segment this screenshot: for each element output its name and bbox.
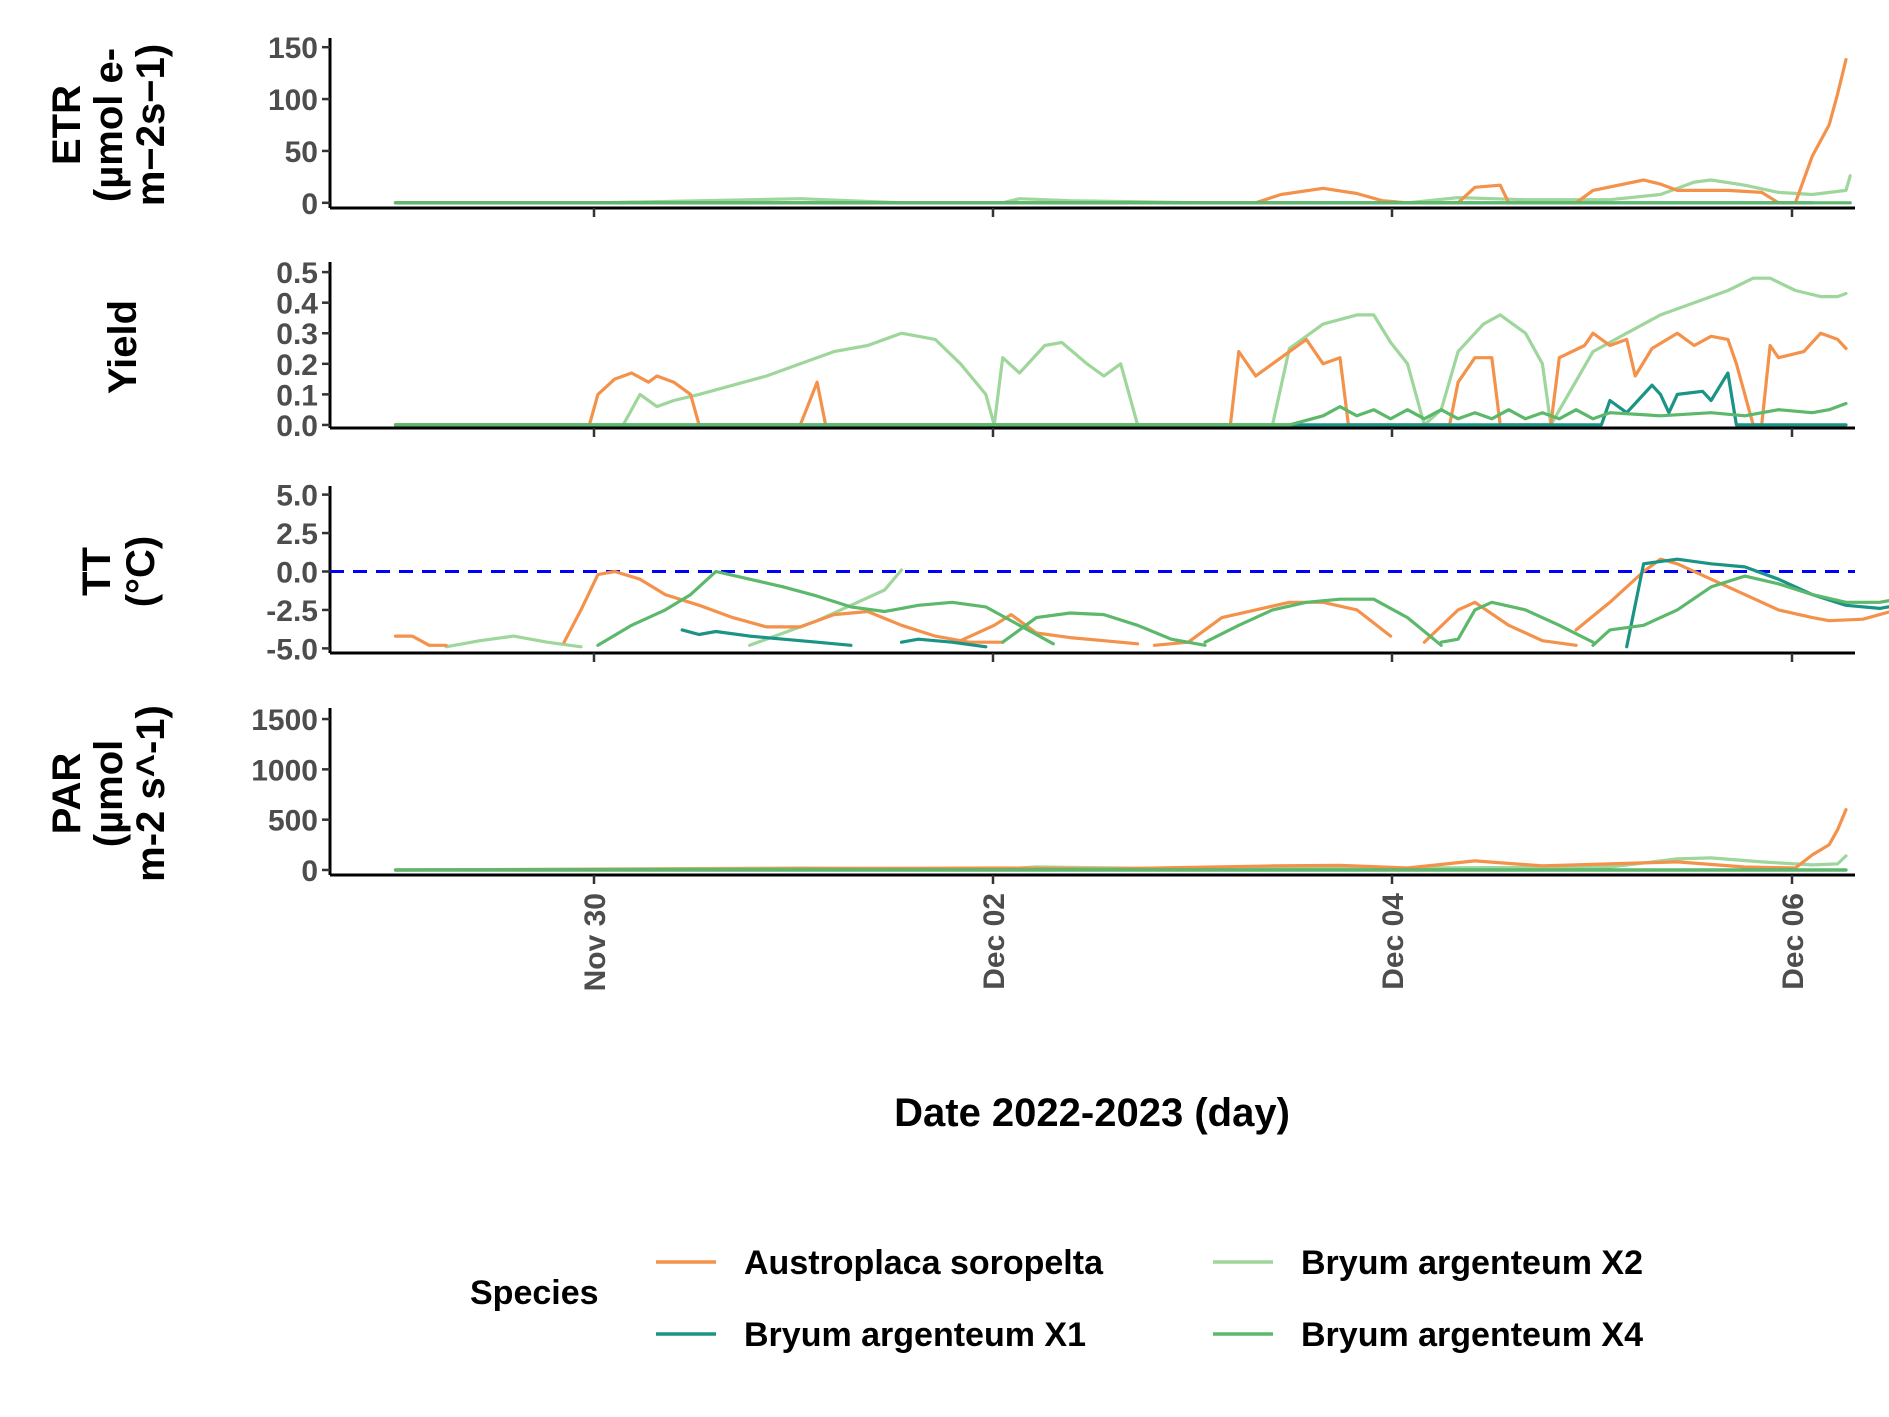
y-axis-title-line: (°C) (119, 536, 163, 608)
series-line-bryum-argenteum-x1 (899, 637, 988, 649)
x-tick-label: Dec 06 (1777, 893, 1810, 990)
series-line-austroplaca-soropelta (1422, 600, 1578, 647)
series-line-bryum-argenteum-x2 (393, 174, 1852, 205)
legend-title: Species (470, 1274, 599, 1312)
series-line-bryum-argenteum-x2 (621, 276, 1848, 427)
y-axis-title-line: (µmol e- (87, 48, 131, 202)
legend: Species Austroplaca soropelta Bryum argent… (470, 1244, 1643, 1354)
x-tick-label: Nov 30 (579, 893, 612, 991)
y-tick-label: 0.0 (276, 557, 318, 590)
x-tick-label: Dec 02 (978, 893, 1011, 990)
series-line-austroplaca-soropelta (393, 808, 1848, 872)
panel-etr: 150 100 50 0 ETR(µmol e-m−2s−1) (45, 32, 1855, 221)
y-axis-title-line: ETR (45, 85, 89, 165)
series-line-bryum-argenteum-x1 (393, 371, 1848, 427)
series-line-bryum-argenteum-x4 (1203, 597, 1443, 647)
panel-tt: 5.0 2.5 0.0 -2.5 -5.0 TT (°C) (75, 480, 1889, 666)
y-tick-label: 1500 (251, 704, 318, 737)
y-tick-label: 0.5 (276, 257, 318, 290)
y-tick-label: 50 (285, 136, 318, 169)
series-line-austroplaca-soropelta (958, 613, 1140, 646)
y-tick-label: 0 (301, 855, 318, 888)
y-axis-title-line: m-2 s^-1) (129, 705, 173, 882)
y-tick-label: 0.0 (276, 410, 318, 443)
y-tick-label: 100 (268, 84, 318, 117)
series-line-bryum-argenteum-x4 (596, 569, 1055, 647)
y-axis-title-line: PAR (45, 753, 89, 835)
y-axis-title-line: TT (75, 547, 119, 596)
legend-label: Bryum argenteum X1 (744, 1316, 1086, 1354)
series-line-austroplaca-soropelta (562, 569, 1005, 644)
series-line-bryum-argenteum-x4 (1001, 611, 1207, 647)
series-line-austroplaca-soropelta (393, 331, 1848, 427)
series-line-bryum-argenteum-x2 (748, 568, 904, 647)
series-line-austroplaca-soropelta (393, 634, 448, 647)
y-tick-label: 1000 (251, 754, 318, 787)
y-axis-title-line: Yield (101, 300, 145, 394)
series-line-bryum-argenteum-x4 (393, 401, 1848, 427)
series-line-bryum-argenteum-x4 (1439, 600, 1595, 644)
y-axis-title-line: m−2s−1) (129, 44, 173, 206)
y-tick-label: -5.0 (266, 633, 318, 666)
panel-yield: 0.50.40.30.20.10.0 Yield (101, 257, 1855, 443)
y-tick-label: 0.1 (276, 379, 318, 412)
series-line-bryum-argenteum-x4 (1591, 574, 1889, 647)
x-axis-title: Date 2022-2023 (day) (894, 1091, 1290, 1135)
y-axis-title-line: (µmol (87, 740, 131, 847)
series-line-bryum-argenteum-x1 (680, 628, 853, 647)
legend-label: Austroplaca soropelta (744, 1244, 1104, 1282)
series-line-austroplaca-soropelta (393, 58, 1848, 205)
x-axis-labels: Nov 30 Dec 02 Dec 04 Dec 06 (579, 893, 1810, 992)
y-tick-label: 0.4 (276, 288, 318, 321)
y-tick-label: 0.2 (276, 349, 318, 382)
legend-label: Bryum argenteum X2 (1301, 1244, 1643, 1282)
y-tick-label: 2.5 (276, 518, 318, 551)
series-line-austroplaca-soropelta (1574, 557, 1889, 632)
series-line-bryum-argenteum-x2 (444, 634, 583, 649)
legend-label: Bryum argenteum X4 (1301, 1316, 1643, 1354)
x-tick-label: Dec 04 (1377, 893, 1410, 990)
y-tick-label: 150 (268, 32, 318, 65)
series-line-austroplaca-soropelta (1152, 600, 1393, 647)
y-tick-label: 500 (268, 805, 318, 838)
series-line-bryum-argenteum-x1 (1625, 557, 1889, 649)
y-tick-label: -2.5 (266, 595, 318, 628)
y-tick-label: 0 (301, 188, 318, 221)
y-tick-label: 0.3 (276, 318, 318, 351)
y-tick-label: 5.0 (276, 480, 318, 513)
